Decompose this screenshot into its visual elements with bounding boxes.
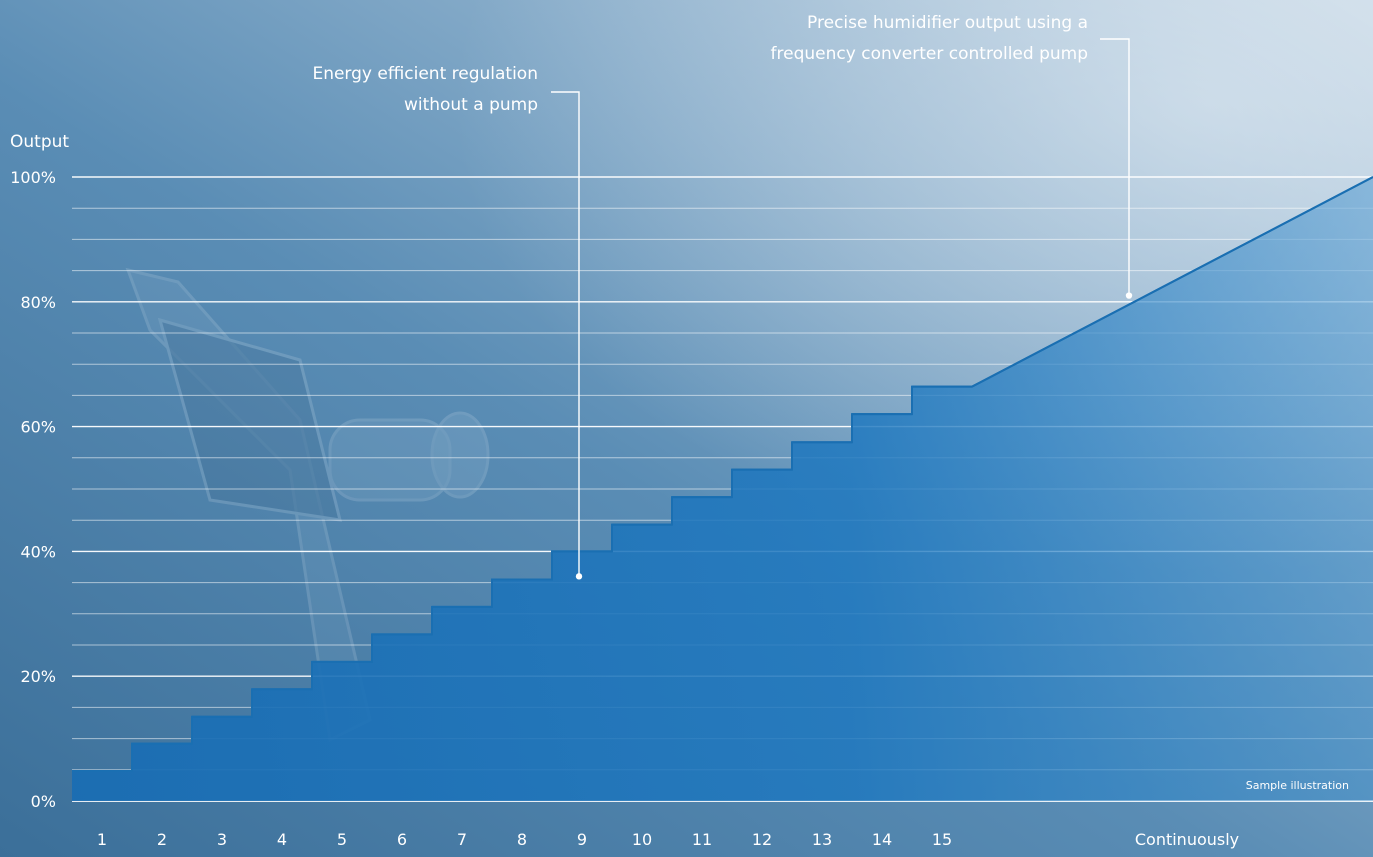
y-axis-label: Output (10, 132, 69, 152)
continuous-output-line (971, 176, 1373, 388)
output-line (72, 176, 1373, 773)
y-tick-label: 0% (31, 792, 56, 811)
x-tick-label: 12 (752, 830, 772, 849)
x-tick-label: 2 (157, 830, 167, 849)
y-tick-label: 80% (20, 293, 56, 312)
annotation-text: without a pump (404, 95, 538, 115)
output-area-fill (72, 177, 1373, 801)
annotation-leader-line (1100, 38, 1130, 296)
x-tick-label: 9 (577, 830, 587, 849)
x-tick-label: 11 (692, 830, 712, 849)
annotation-text: Precise humidifier output using a (807, 13, 1088, 33)
y-tick-label: 60% (20, 418, 56, 437)
y-tick-label: 40% (20, 542, 56, 561)
x-tick-label: 6 (397, 830, 407, 849)
x-tick-label-continuously: Continuously (1135, 830, 1239, 849)
x-tick-label: 5 (337, 830, 347, 849)
x-tick-label: 4 (277, 830, 287, 849)
x-tick-label: 1 (97, 830, 107, 849)
x-tick-label: 3 (217, 830, 227, 849)
annotation-dot (1125, 292, 1133, 299)
x-tick-label: 10 (632, 830, 652, 849)
x-tick-label: 7 (457, 830, 467, 849)
x-tick-label: 8 (517, 830, 527, 849)
y-tick-label: 20% (20, 667, 56, 686)
sample-illustration-note: Sample illustration (1246, 779, 1349, 792)
x-tick-label: 14 (872, 830, 892, 849)
x-tick-label: 13 (812, 830, 832, 849)
annotation-dot (575, 573, 583, 580)
y-tick-label: 100% (10, 168, 56, 187)
annotation-leader-line (551, 91, 580, 577)
annotation-text: Energy efficient regulation (312, 64, 538, 84)
x-tick-label: 15 (932, 830, 952, 849)
annotation-text: frequency converter controlled pump (771, 44, 1088, 64)
